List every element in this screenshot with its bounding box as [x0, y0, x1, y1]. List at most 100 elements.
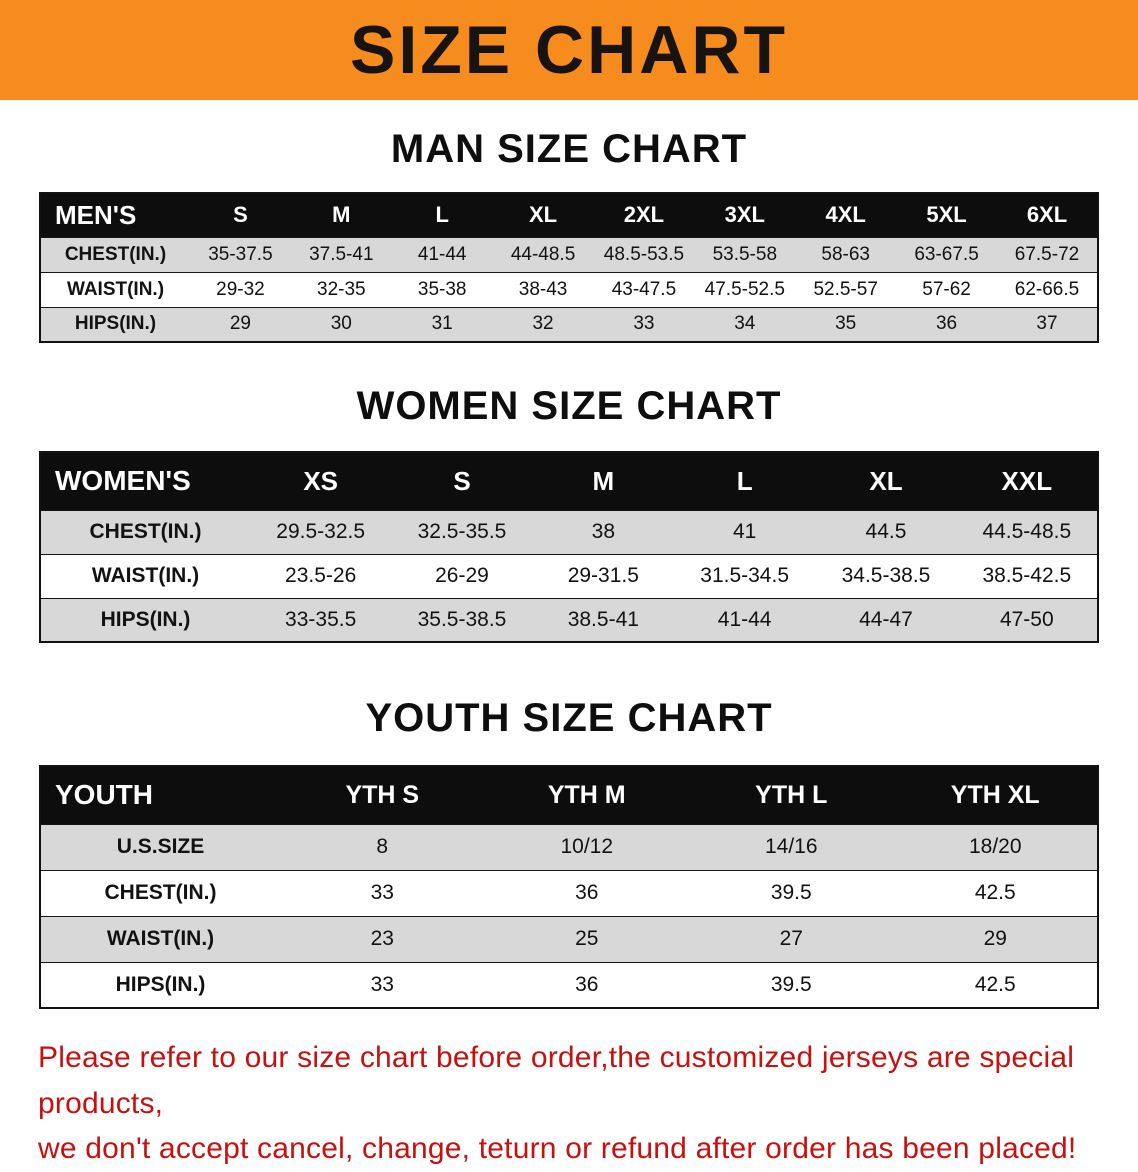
size-value-cell: 38	[532, 509, 674, 554]
size-value-cell: 18/20	[893, 823, 1098, 870]
size-value-cell: 35.5-38.5	[391, 597, 533, 642]
table-row: WAIST(IN.) 23.5-26 26-29 29-31.5 31.5-34.5 34…	[40, 553, 1098, 598]
women-size-table: WOMEN'S XS S M L XL XXL CHEST(IN.) 29.5-32.5 32.5…	[39, 451, 1099, 643]
table-title-cell: YOUTH	[40, 766, 280, 824]
size-value-cell: 32	[492, 306, 594, 342]
size-value-cell: 33	[593, 306, 695, 342]
table-row: CHEST(IN.) 29.5-32.5 32.5-35.5 38 41 44.5 44.5…	[40, 509, 1098, 554]
table-header-row: MEN'S S M L XL 2XL 3XL 4XL 5XL 6XL	[40, 193, 1098, 237]
size-value-cell: 62-66.5	[997, 271, 1098, 307]
size-column-header: XS	[250, 452, 392, 510]
size-value-cell: 41	[673, 509, 816, 554]
size-value-cell: 33	[280, 961, 485, 1008]
size-value-cell: 39.5	[689, 869, 894, 916]
disclaimer-line-1: Please refer to our size chart before or…	[38, 1041, 1075, 1120]
size-value-cell: 44.5-48.5	[956, 509, 1098, 554]
size-value-cell: 58-63	[795, 236, 897, 272]
size-value-cell: 67.5-72	[997, 236, 1098, 272]
youth-size-table: YOUTH YTH S YTH M YTH L YTH XL U.S.SIZE 8 10/12…	[39, 765, 1099, 1009]
table-row: WAIST(IN.) 23 25 27 29	[40, 915, 1098, 962]
size-column-header: YTH L	[689, 766, 894, 824]
size-value-cell: 38.5-41	[532, 597, 674, 642]
size-column-header: S	[190, 193, 291, 237]
size-column-header: 6XL	[997, 193, 1098, 237]
table-row: CHEST(IN.) 35-37.5 37.5-41 41-44 44-48.5 48.5…	[40, 236, 1098, 272]
size-column-header: YTH M	[484, 766, 689, 824]
size-value-cell: 36	[896, 306, 997, 342]
size-value-cell: 36	[484, 961, 689, 1008]
size-column-header: L	[391, 193, 493, 237]
size-column-header: M	[290, 193, 392, 237]
women-section-heading: WOMEN SIZE CHART	[356, 384, 782, 428]
size-value-cell: 57-62	[896, 271, 997, 307]
size-value-cell: 31.5-34.5	[673, 553, 816, 598]
row-label-cell: HIPS(IN.)	[40, 306, 190, 342]
size-value-cell: 29	[893, 915, 1098, 962]
size-value-cell: 32.5-35.5	[391, 509, 533, 554]
size-value-cell: 35-38	[391, 271, 493, 307]
size-column-header: YTH S	[280, 766, 485, 824]
size-value-cell: 47-50	[956, 597, 1098, 642]
row-label-cell: CHEST(IN.)	[40, 236, 190, 272]
size-value-cell: 8	[280, 823, 485, 870]
row-label-cell: U.S.SIZE	[40, 823, 280, 870]
size-value-cell: 26-29	[391, 553, 533, 598]
size-value-cell: 52.5-57	[795, 271, 897, 307]
size-value-cell: 48.5-53.5	[593, 236, 695, 272]
disclaimer: Please refer to our size chart before or…	[38, 1035, 1100, 1172]
table-row: HIPS(IN.) 33 36 39.5 42.5	[40, 961, 1098, 1008]
size-value-cell: 23.5-26	[250, 553, 392, 598]
size-column-header: 5XL	[896, 193, 997, 237]
size-value-cell: 44.5	[815, 509, 957, 554]
size-value-cell: 34	[694, 306, 796, 342]
size-value-cell: 38-43	[492, 271, 594, 307]
row-label-cell: HIPS(IN.)	[40, 961, 280, 1008]
size-value-cell: 33-35.5	[250, 597, 392, 642]
women-size-section: WOMEN SIZE CHART WOMEN'S XS S M L XL XXL CHEST(…	[0, 383, 1138, 643]
size-value-cell: 42.5	[893, 869, 1098, 916]
size-value-cell: 44-47	[815, 597, 957, 642]
size-value-cell: 39.5	[689, 961, 894, 1008]
size-value-cell: 41-44	[391, 236, 493, 272]
size-column-header: 4XL	[795, 193, 897, 237]
youth-size-section: YOUTH SIZE CHART YOUTH YTH S YTH M YTH L YTH…	[0, 695, 1138, 1009]
size-column-header: YTH XL	[893, 766, 1098, 824]
row-label-cell: WAIST(IN.)	[40, 915, 280, 962]
size-value-cell: 41-44	[673, 597, 816, 642]
size-value-cell: 42.5	[893, 961, 1098, 1008]
table-row: HIPS(IN.) 33-35.5 35.5-38.5 38.5-41 41-44 44-…	[40, 597, 1098, 642]
disclaimer-line-2: we don't accept cancel, change, teturn o…	[38, 1132, 1077, 1166]
size-value-cell: 37	[997, 306, 1098, 342]
size-value-cell: 38.5-42.5	[956, 553, 1098, 598]
size-value-cell: 14/16	[689, 823, 894, 870]
size-column-header: XXL	[956, 452, 1098, 510]
men-section-heading: MAN SIZE CHART	[390, 127, 748, 171]
size-column-header: L	[673, 452, 816, 510]
size-value-cell: 31	[391, 306, 493, 342]
men-size-table: MEN'S S M L XL 2XL 3XL 4XL 5XL 6XL CHEST(IN.) 35-37…	[39, 192, 1099, 343]
size-value-cell: 44-48.5	[492, 236, 594, 272]
size-column-header: XL	[815, 452, 957, 510]
row-label-cell: CHEST(IN.)	[40, 509, 250, 554]
size-value-cell: 23	[280, 915, 485, 962]
table-row: HIPS(IN.) 29 30 31 32 33 34 35 36 37	[40, 306, 1098, 342]
size-value-cell: 27	[689, 915, 894, 962]
row-label-cell: WAIST(IN.)	[40, 553, 250, 598]
table-title-cell: WOMEN'S	[40, 452, 250, 510]
size-value-cell: 47.5-52.5	[694, 271, 796, 307]
size-value-cell: 34.5-38.5	[815, 553, 957, 598]
size-value-cell: 29.5-32.5	[250, 509, 392, 554]
men-size-section: MAN SIZE CHART MEN'S S M L XL 2XL 3XL 4XL 5XL 6XL…	[0, 126, 1138, 343]
size-column-header: S	[391, 452, 533, 510]
size-value-cell: 32-35	[290, 271, 392, 307]
size-value-cell: 43-47.5	[593, 271, 695, 307]
table-header-row: YOUTH YTH S YTH M YTH L YTH XL	[40, 766, 1098, 824]
table-title-cell: MEN'S	[40, 193, 190, 237]
size-value-cell: 53.5-58	[694, 236, 796, 272]
page-title: SIZE CHART	[350, 12, 788, 88]
table-header-row: WOMEN'S XS S M L XL XXL	[40, 452, 1098, 510]
size-value-cell: 63-67.5	[896, 236, 997, 272]
size-column-header: 3XL	[694, 193, 796, 237]
size-value-cell: 29	[190, 306, 291, 342]
